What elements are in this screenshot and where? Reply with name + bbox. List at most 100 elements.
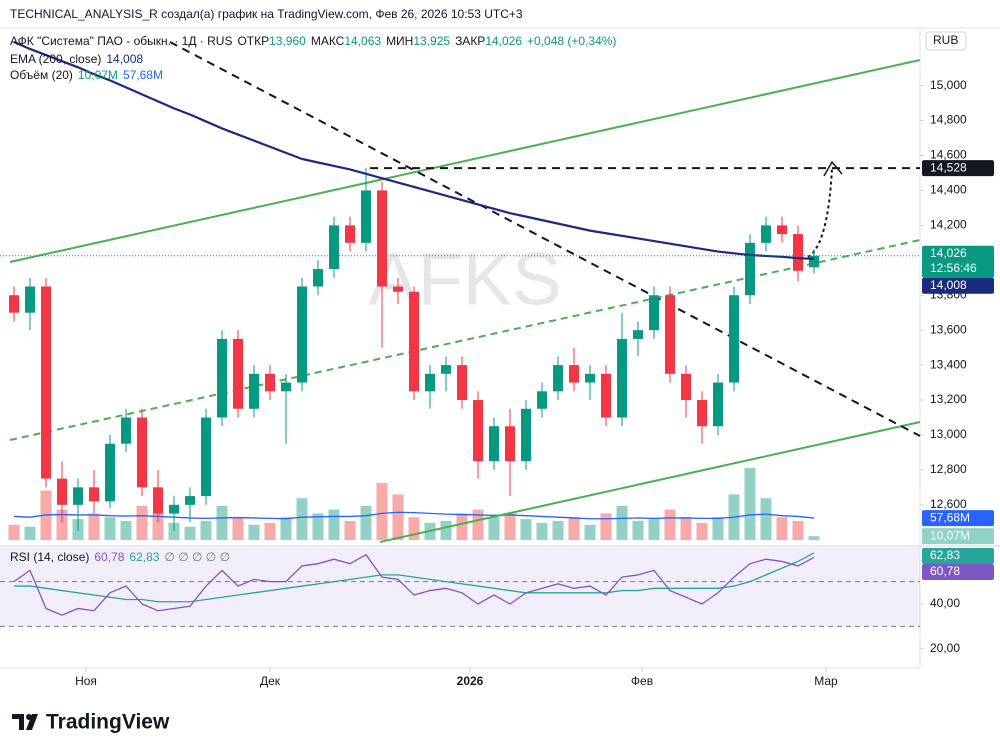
y-tick-label: 14,400 <box>930 183 967 197</box>
volume-bar <box>328 509 340 540</box>
y-tick-label: 14,200 <box>930 218 967 232</box>
horizontal-line-label-box <box>922 160 994 177</box>
candle-body <box>697 400 707 427</box>
volume-ma-value: 57,68M <box>122 68 163 82</box>
volume-ma-line <box>13 511 815 520</box>
x-tick-label: 2026 <box>457 674 484 688</box>
candle-body <box>345 225 355 243</box>
y-tick-label: 13,600 <box>930 322 967 336</box>
candle-body <box>265 373 275 392</box>
volume-bar <box>184 526 196 540</box>
candle-body <box>89 487 99 502</box>
change: +0,048 (+0,34%) <box>527 34 617 48</box>
volume-bar <box>664 509 676 540</box>
candle-body <box>665 295 675 374</box>
x-tick-label: Мар <box>814 674 838 688</box>
ema-name: EMA (200, close) <box>10 52 102 66</box>
y-tick-label: 14,600 <box>930 148 967 162</box>
volume-bar <box>712 517 724 540</box>
trend-line <box>379 421 921 543</box>
ohlc-label: ОТКР <box>237 34 270 48</box>
volume-name: Объём (20) <box>10 68 73 82</box>
ohlc-value: 13,960 <box>269 34 306 48</box>
volume-bar <box>152 513 164 540</box>
candle-body <box>441 365 451 374</box>
candle-body <box>25 286 35 313</box>
volume-bar <box>344 521 356 540</box>
volume-bar <box>552 521 564 540</box>
candle-body <box>73 487 83 505</box>
y-tick-label: 13,000 <box>930 427 967 441</box>
candle-body <box>9 295 19 313</box>
x-tick-label: Фев <box>631 674 653 688</box>
volume-bar <box>376 483 388 540</box>
volume-bar <box>696 522 708 540</box>
candle-body <box>41 286 51 479</box>
candle-body <box>681 373 691 401</box>
trend-line <box>9 59 921 263</box>
currency-box <box>925 31 967 51</box>
candle-body <box>233 338 243 409</box>
countdown: 12:56:46 <box>930 261 977 275</box>
volume-bar <box>504 513 516 540</box>
candle-body <box>793 234 803 271</box>
legend-rsi: RSI (14, close) 60,78 62,83 ∅ ∅ ∅ ∅ ∅ <box>10 550 230 564</box>
volume-bar <box>488 517 500 540</box>
volume-bar <box>88 513 100 540</box>
candle-body <box>537 391 547 409</box>
logo-text: TradingView <box>46 711 170 734</box>
last-price-label: 14,026 <box>930 246 967 260</box>
rsi-label-box <box>922 564 994 580</box>
ohlc-value: 14,063 <box>344 34 382 48</box>
candle-body <box>169 504 179 514</box>
x-tick-label: Ноя <box>75 674 97 688</box>
ohlc-value: 13,925 <box>413 34 451 48</box>
volume-bar <box>216 505 228 540</box>
volume-bar <box>456 513 468 540</box>
candle-body <box>601 373 611 418</box>
top-bar-text: TECHNICAL_ANALYSIS_R создал(а) график на… <box>10 7 523 21</box>
volume-bar <box>232 517 244 540</box>
ema-line <box>13 40 815 261</box>
volume-bar <box>408 517 420 540</box>
y-tick-label: 12,600 <box>930 497 967 511</box>
y-tick-label: 20,00 <box>930 641 960 655</box>
candle-body <box>777 225 787 235</box>
top-bar: TECHNICAL_ANALYSIS_R создал(а) график на… <box>10 7 523 21</box>
candle-body <box>393 286 403 292</box>
volume-bar <box>568 517 580 540</box>
volume-bar <box>280 517 292 540</box>
volume-bar <box>792 521 804 540</box>
watermark: AFKS <box>368 238 561 321</box>
candle-body <box>153 487 163 514</box>
candle-body <box>505 426 515 462</box>
volume-ma-label-box <box>922 510 994 527</box>
rsi-ma-label-box <box>922 548 994 564</box>
forecast-arrow <box>807 167 833 258</box>
volume-bar <box>520 519 532 540</box>
candle-body <box>329 225 339 270</box>
candle-body <box>729 295 739 383</box>
ohlc-label: МАКС <box>310 34 345 48</box>
y-tick-label: 15,000 <box>930 78 967 92</box>
candle-body <box>809 255 819 268</box>
candle-body <box>377 190 387 287</box>
currency: RUB <box>933 33 958 47</box>
candle-body <box>105 443 115 502</box>
rsi-ma-value: 62,83 <box>129 550 160 564</box>
candle-body <box>457 365 467 401</box>
ohlc-label: ЗАКР <box>455 34 486 48</box>
volume-bar <box>648 519 660 540</box>
rsi-ma-line <box>14 552 815 603</box>
volume-bar <box>56 509 68 540</box>
logo-dot <box>26 714 32 720</box>
volume-bar <box>632 521 644 540</box>
y-tick-label: 13,200 <box>930 392 967 406</box>
arrow-head <box>823 160 843 177</box>
ema-label: 14,008 <box>930 278 967 292</box>
volume-label-box <box>922 528 994 545</box>
ohlc-value: 14,026 <box>485 34 523 48</box>
candle-body <box>617 338 627 418</box>
